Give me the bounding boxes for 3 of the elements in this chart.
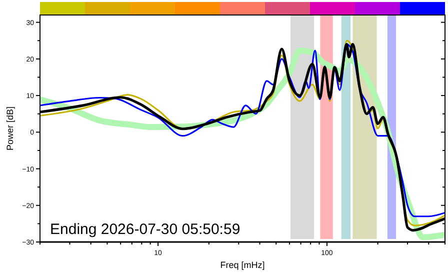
annotation: Ending 2026-07-30 05:50:59 xyxy=(50,221,240,238)
x-axis-title: Freq [mHz] xyxy=(220,260,265,270)
y-axis-title: Power [dB] xyxy=(5,106,15,151)
